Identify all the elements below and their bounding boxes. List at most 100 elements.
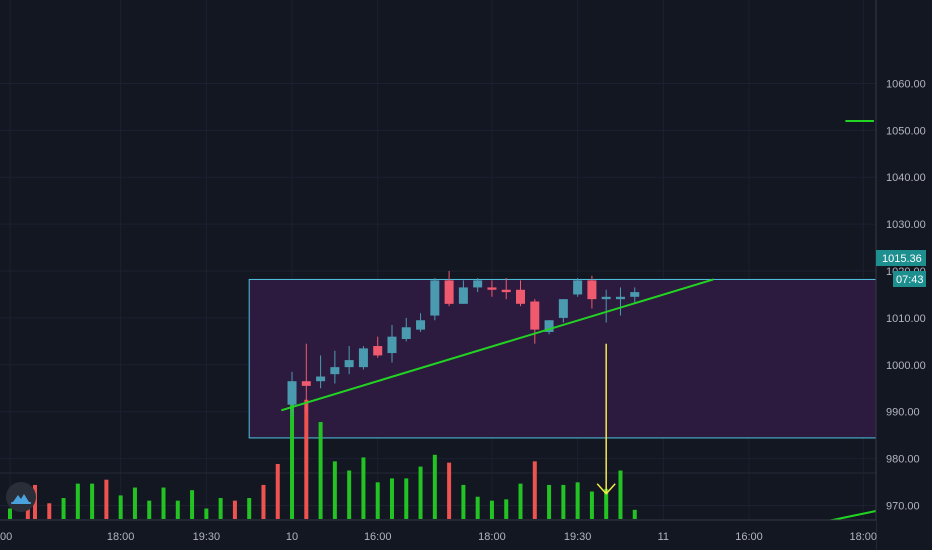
- price-tick-label: 980.00: [886, 454, 920, 466]
- time-tick-label: 19:30: [193, 531, 221, 543]
- volume-bar: [332, 461, 337, 519]
- volume-bar: [261, 484, 266, 519]
- candlesticks: [287, 271, 640, 417]
- time-tick-label: 16:00: [364, 531, 392, 543]
- volume-bar: [90, 483, 95, 519]
- candle-body: [487, 287, 497, 290]
- time-tick-label: 00: [0, 531, 12, 543]
- volume-bar: [618, 470, 623, 519]
- candle-body: [544, 320, 554, 332]
- countdown-tag: [893, 271, 926, 287]
- volume-bar: [232, 500, 237, 519]
- time-tick-label: 18:00: [478, 531, 506, 543]
- volume-bar: [404, 478, 409, 519]
- time-axis-bg: [0, 520, 876, 550]
- candle-body: [330, 367, 340, 375]
- volume-bar: [561, 484, 566, 519]
- candle-body: [558, 299, 568, 318]
- volume-bar: [589, 491, 594, 519]
- volume-bar: [361, 457, 366, 519]
- price-tags: 1015.36 07:43: [876, 250, 926, 287]
- price-tick-label: 970.00: [886, 500, 920, 512]
- volume-bar: [161, 487, 166, 519]
- volume-bar: [318, 422, 323, 519]
- volume-bar: [532, 461, 537, 519]
- volume-bar: [247, 498, 252, 519]
- volume-bar: [61, 498, 66, 519]
- volume-bar: [25, 503, 30, 519]
- time-tick-label: 11: [658, 531, 669, 543]
- candle-body: [373, 346, 383, 356]
- down-arrow-head: [596, 483, 616, 495]
- volume-bar: [218, 498, 223, 519]
- candle-body: [401, 327, 411, 340]
- countdown-label: 07:43: [896, 274, 924, 286]
- volume-bar: [389, 478, 394, 519]
- volume-bar: [132, 487, 137, 519]
- candle-body: [573, 280, 583, 295]
- volume-bar: [8, 508, 12, 519]
- candle-body: [344, 360, 354, 368]
- volume-bar: [275, 463, 280, 519]
- time-axis[interactable]: 00 18:00 19:30 10 16:00 18:00 19:30 11 16:00 18:0…: [0, 519, 877, 550]
- volume-bar: [375, 482, 380, 519]
- volume-bar: [175, 500, 180, 519]
- volume-bar: [104, 479, 109, 519]
- candle-body: [458, 287, 468, 304]
- candle-body: [473, 280, 483, 288]
- volume-bar: [347, 470, 352, 519]
- volume-bar: [518, 483, 523, 519]
- time-tick-label: 16:00: [735, 531, 763, 543]
- candle-body: [501, 289, 511, 293]
- support-trendline: [281, 278, 714, 412]
- volume-bar: [504, 499, 509, 519]
- volume-bar: [475, 496, 480, 519]
- price-tick-label: 1010.00: [886, 313, 926, 325]
- candle-body: [630, 292, 640, 297]
- volume-bar: [575, 482, 580, 519]
- candle-body: [516, 289, 526, 304]
- candle-body: [444, 280, 454, 304]
- candle-body: [387, 336, 397, 354]
- price-tick-label: 1050.00: [886, 125, 926, 137]
- range-rectangle[interactable]: [248, 278, 903, 439]
- price-tick-label: 990.00: [886, 407, 920, 419]
- time-tick-label: 19:30: [564, 531, 592, 543]
- candle-body: [301, 381, 311, 386]
- candle-body: [430, 280, 440, 316]
- last-price-label: 1015.36: [882, 253, 922, 265]
- candle-body: [287, 381, 297, 405]
- time-tick-label: 18:00: [849, 531, 877, 543]
- volume-bar: [190, 490, 195, 519]
- price-tick-label: 1030.00: [886, 219, 926, 231]
- tradingview-logo-badge[interactable]: [6, 482, 36, 512]
- price-tick-label: 1000.00: [886, 360, 926, 372]
- tradingview-cloud-icon: [11, 494, 31, 504]
- price-tick-label: 1060.00: [886, 78, 926, 90]
- volume-bar: [489, 500, 494, 519]
- time-tick-label: 10: [286, 531, 298, 543]
- candle-body: [601, 296, 611, 300]
- volume-bar: [632, 509, 637, 519]
- candle-body: [615, 296, 625, 300]
- volume-bar: [604, 488, 609, 519]
- volume-bar: [461, 484, 466, 519]
- volume-bar: [447, 462, 452, 519]
- candle-body: [530, 301, 540, 330]
- last-price-tag: [876, 250, 926, 266]
- volume-bar: [75, 483, 80, 519]
- range-box: [248, 278, 903, 439]
- candle-body: [416, 320, 426, 330]
- volume-bar: [432, 454, 437, 519]
- volume-bar: [204, 508, 209, 519]
- time-tick-label: 18:00: [107, 531, 135, 543]
- volume-bar: [290, 388, 295, 519]
- volume-bar: [118, 495, 123, 519]
- volume-bar: [304, 399, 309, 519]
- volume-bar: [547, 484, 552, 519]
- volume-bar: [47, 503, 52, 519]
- candle-body: [587, 280, 597, 300]
- volume-bar: [147, 500, 152, 519]
